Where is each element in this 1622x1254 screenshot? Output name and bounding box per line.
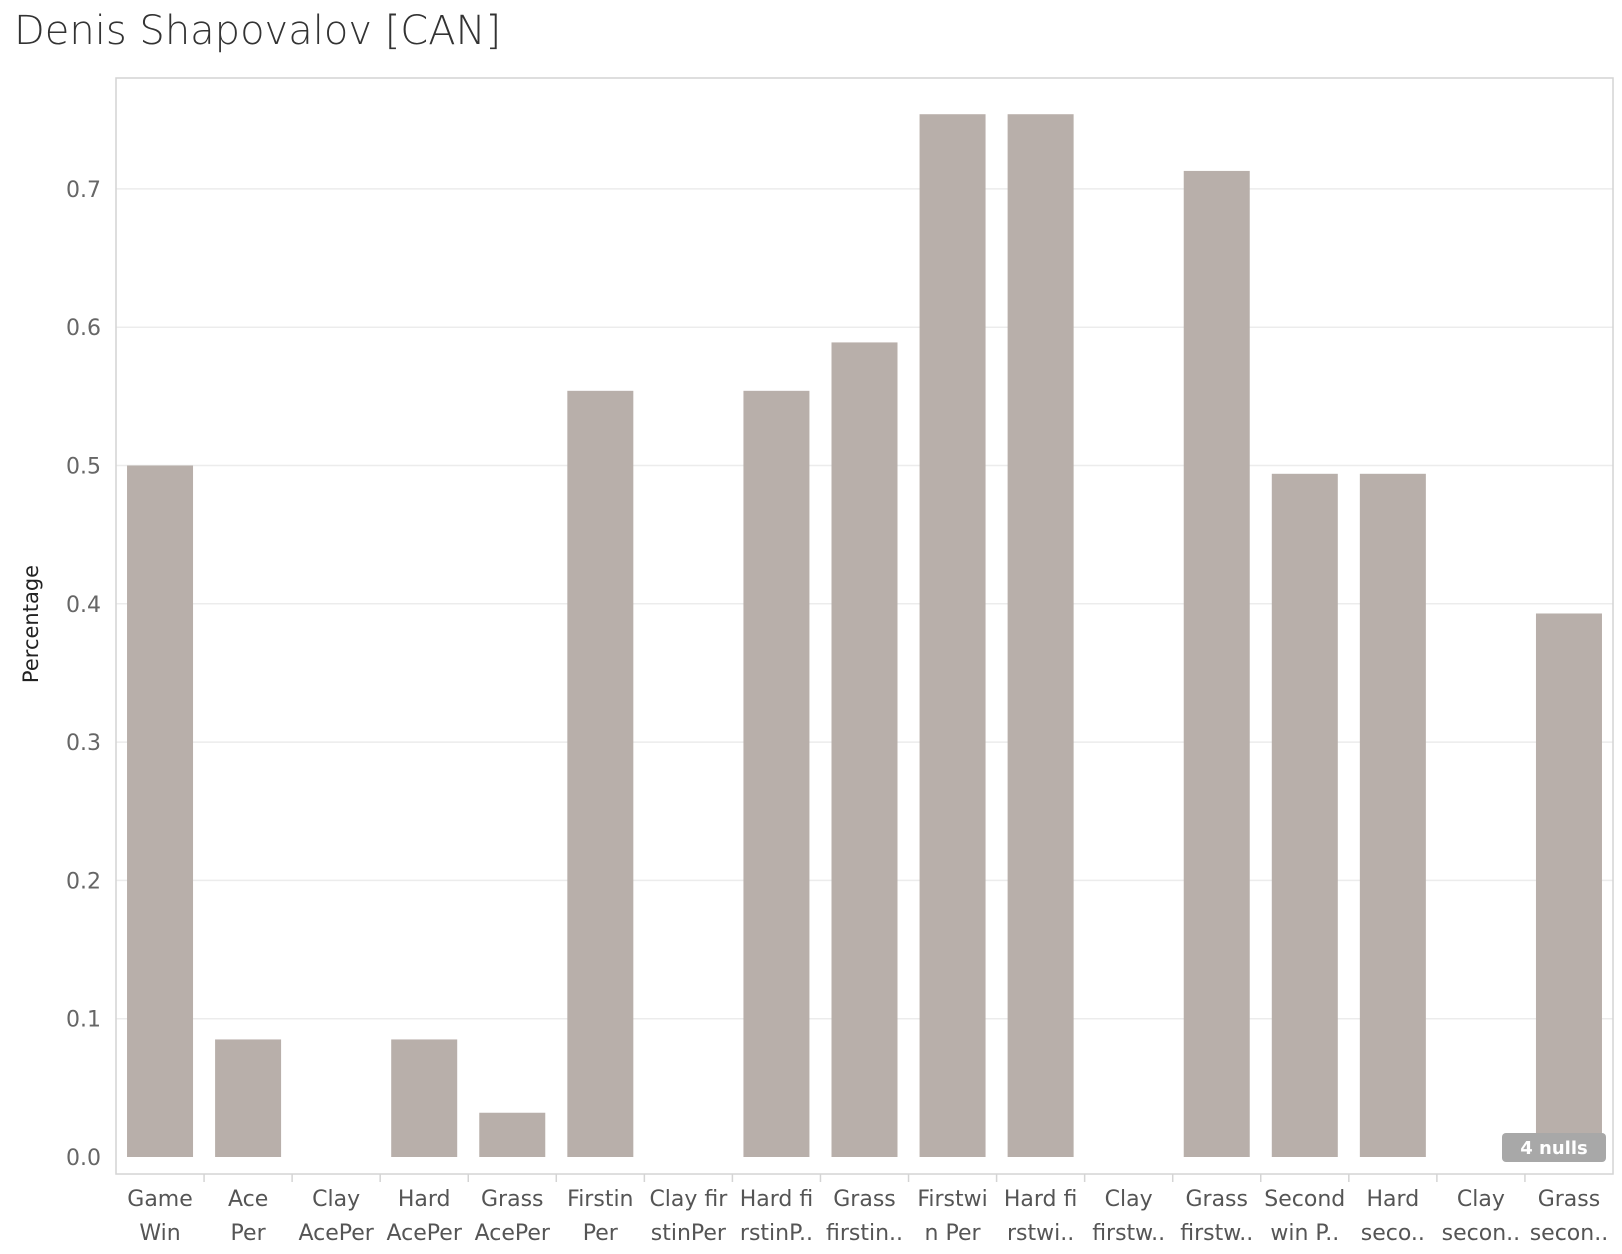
nulls-indicator[interactable]: 4 nulls (1502, 1133, 1606, 1162)
bar[interactable] (479, 1112, 546, 1157)
bar[interactable] (391, 1039, 458, 1157)
x-tick-label: Grass secon.. (1530, 1187, 1608, 1246)
page-title: Denis Shapovalov [CAN] (14, 8, 502, 54)
x-tick-label: Clay AcePer (298, 1187, 374, 1246)
bar[interactable] (1183, 170, 1250, 1157)
bar[interactable] (127, 465, 194, 1158)
x-tick-label: Grass AcePer (475, 1187, 551, 1246)
plot-frame (115, 77, 1614, 1175)
y-axis-label: Percentage (19, 565, 43, 683)
y-tick-label: 0.3 (66, 731, 101, 756)
x-tick-label: Firstin Per (567, 1187, 633, 1246)
nulls-indicator-badge[interactable] (1502, 1133, 1606, 1162)
y-tick-label: 0.6 (66, 316, 101, 341)
x-tick-label: Second win P.. (1264, 1187, 1345, 1246)
x-tick-label: Grass firstin.. (826, 1187, 903, 1246)
x-tick-label: Hard seco.. (1361, 1187, 1425, 1246)
y-tick-label: 0.5 (66, 455, 101, 480)
y-tick-label: 0.2 (66, 869, 101, 894)
x-tick-label: Hard AcePer (387, 1187, 463, 1246)
bar[interactable] (831, 342, 898, 1158)
x-tick-label: Clay firstw.. (1092, 1187, 1165, 1246)
bar[interactable] (215, 1039, 282, 1157)
y-axis-ticks: 0.0 0.1 0.2 0.3 0.4 0.5 0.6 0.7 (66, 178, 101, 1171)
bar[interactable] (1359, 473, 1426, 1158)
y-tick-label: 0.4 (66, 593, 101, 618)
x-tick-label: Clay fir stinPer (649, 1187, 728, 1246)
bars (127, 114, 1602, 1158)
y-tick-label: 0.1 (66, 1008, 101, 1033)
bar[interactable] (1271, 473, 1338, 1158)
bar[interactable] (919, 114, 986, 1157)
x-tick-label: Grass firstw.. (1180, 1187, 1253, 1246)
x-tick-label: Ace Per (228, 1187, 268, 1246)
x-tick-label: Firstwi n Per (917, 1187, 987, 1246)
nulls-indicator-label[interactable]: 4 nulls (1520, 1138, 1587, 1159)
bar[interactable] (1007, 114, 1074, 1157)
bar[interactable] (1535, 613, 1602, 1157)
x-tick-label: Hard fi rstinP.. (740, 1187, 814, 1246)
bar[interactable] (567, 390, 634, 1157)
y-tick-label: 0.0 (66, 1146, 101, 1171)
x-tick-label: Clay secon.. (1442, 1187, 1520, 1246)
y-tick-label: 0.7 (66, 178, 101, 203)
x-tick-label: Game Win (127, 1187, 193, 1246)
x-tick-label: Hard fi rstwi.. (1004, 1187, 1078, 1246)
bar[interactable] (743, 390, 810, 1157)
